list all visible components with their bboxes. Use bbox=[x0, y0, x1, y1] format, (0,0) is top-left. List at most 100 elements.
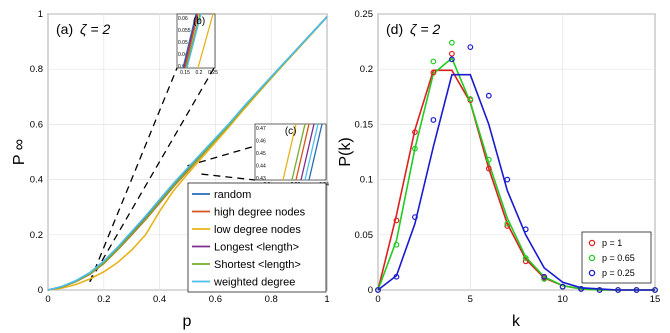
inset-ytick: 0.045 bbox=[178, 52, 191, 58]
chart-a-xlabel: p bbox=[183, 313, 192, 330]
chart-a-series bbox=[47, 16, 328, 291]
chart-d-point-1 bbox=[412, 145, 418, 152]
chart-d-point-2 bbox=[430, 117, 437, 123]
chart-d-legend-label-2: p = 0.25 bbox=[602, 268, 635, 278]
inset-ytick: 0.47 bbox=[256, 126, 266, 132]
chart-a-xtick: 0.8 bbox=[265, 294, 278, 305]
inset-series-line bbox=[300, 123, 315, 181]
chart-a-legend: random high degree nodes low degree nodes L… bbox=[187, 182, 327, 293]
inset-ytick: 0.43 bbox=[256, 176, 266, 182]
inset-xtick: 0.15 bbox=[180, 70, 190, 76]
chart-d-point-1 bbox=[504, 220, 511, 227]
chart-a-xtick: 0 bbox=[45, 294, 50, 305]
chart-d-point-2 bbox=[559, 283, 566, 290]
chart-a-xtick: 1 bbox=[324, 294, 329, 305]
chart-a-ylabel: P ∞ bbox=[11, 139, 28, 165]
chart-d-xtick: 5 bbox=[468, 294, 473, 305]
chart-a-legend-label-5: weighted degree bbox=[213, 277, 295, 289]
chart-a-xtick: 0.2 bbox=[97, 294, 110, 305]
chart-d-point-1 bbox=[448, 39, 455, 46]
chart-a-series-line-5 bbox=[47, 16, 328, 291]
chart-d-point-2 bbox=[412, 214, 418, 221]
chart-a-ytick: 0.4 bbox=[30, 175, 43, 186]
inset-series-line bbox=[282, 123, 297, 181]
chart-d-point-0 bbox=[485, 165, 492, 172]
chart-d-legend: p = 1 p = 0.65 p = 0.25 bbox=[581, 231, 652, 284]
inset-ytick: 0.46 bbox=[256, 139, 266, 145]
chart-d-ytick: 0.25 bbox=[355, 9, 374, 20]
chart-d-point-0 bbox=[430, 69, 437, 76]
chart-a-legend-label-1: high degree nodes bbox=[214, 207, 306, 219]
chart-d-point-2 bbox=[578, 285, 585, 292]
chart-d-legend-marker-2 bbox=[588, 269, 596, 277]
chart-a-legend-label-4: Shortest <length> bbox=[214, 259, 301, 271]
chart-d-ytick: 0 bbox=[368, 285, 373, 296]
chart-a-ytick: 1 bbox=[38, 9, 43, 20]
chart-d-point-2 bbox=[522, 226, 529, 233]
chart-d-point-2 bbox=[504, 176, 511, 183]
inset-series-line bbox=[291, 123, 306, 181]
chart-d-point-2 bbox=[541, 273, 548, 280]
chart-a-ticks: 0 0.2 0.4 0.6 0.8 1 0 0.2 0.4 0.6 0.8 1 bbox=[30, 9, 330, 305]
chart-d-series-line-2 bbox=[377, 73, 655, 291]
chart-d-ytick: 0.15 bbox=[355, 119, 374, 130]
chart-a-panel-label: (a) bbox=[56, 21, 73, 37]
chart-d-point-2 bbox=[448, 56, 455, 63]
chart-a-xtick: 0.4 bbox=[153, 294, 166, 305]
chart-d-point-1 bbox=[430, 58, 437, 65]
chart-d-xtick: 0 bbox=[375, 294, 380, 305]
inset-xtick: 0.2 bbox=[196, 70, 203, 76]
chart-a-ytick: 0 bbox=[38, 285, 43, 296]
chart-d-point-1 bbox=[541, 276, 548, 282]
inset-series-line bbox=[197, 13, 214, 69]
chart-d-point-2 bbox=[467, 44, 474, 51]
inset-label: (c) bbox=[285, 126, 297, 137]
chart-a-legend-box bbox=[187, 182, 327, 293]
chart-a-ytick: 0.6 bbox=[30, 119, 43, 130]
chart-d-point-2 bbox=[375, 287, 381, 293]
inset-series-line bbox=[184, 13, 199, 69]
chart-d-zeta-label: ζ = 2 bbox=[410, 21, 440, 37]
chart-d-point-0 bbox=[522, 258, 529, 265]
chart-a-legend-label-0: random bbox=[214, 189, 251, 201]
inset-series-line bbox=[185, 13, 201, 69]
chart-a-zoom-guides bbox=[89, 67, 256, 283]
chart-a-ytick: 0.8 bbox=[30, 64, 43, 75]
inset-frame bbox=[254, 123, 327, 181]
chart-d-point-2 bbox=[596, 287, 603, 293]
zoom-guide-line bbox=[201, 173, 256, 181]
chart-a: 0 0.2 0.4 0.6 0.8 1 0 0.2 0.4 0.6 0.8 1 (a) ζ = 2 p… bbox=[11, 9, 330, 330]
chart-d-point-2 bbox=[393, 273, 400, 280]
chart-a-legend-label-2: low degree nodes bbox=[214, 224, 301, 236]
zoom-guide-line bbox=[89, 67, 215, 283]
chart-d-legend-marker-0 bbox=[588, 239, 596, 247]
chart-d-point-0 bbox=[504, 223, 511, 229]
chart-d-point-1 bbox=[522, 255, 529, 261]
chart-d-point-0 bbox=[412, 129, 418, 136]
inset-c: 0.50.520.540.470.460.450.440.43(c) bbox=[254, 123, 329, 188]
inset-ytick: 0.45 bbox=[256, 151, 266, 157]
inset-xtick: 0.25 bbox=[208, 70, 218, 76]
chart-d-point-2 bbox=[652, 287, 658, 293]
inset-series-line bbox=[308, 123, 323, 181]
chart-d-legend-label-1: p = 0.65 bbox=[602, 253, 635, 263]
chart-d-ylabel: P(k) bbox=[337, 137, 354, 166]
inset-series-line bbox=[182, 13, 197, 69]
inset-series-line bbox=[304, 123, 319, 181]
chart-d-panel-label: (d) bbox=[386, 21, 403, 37]
inset-label: (b) bbox=[193, 16, 205, 27]
chart-d-xlabel: k bbox=[512, 313, 521, 330]
chart-d-point-2 bbox=[485, 92, 492, 99]
chart-a-zeta-label: ζ = 2 bbox=[80, 21, 110, 37]
chart-d-legend-marker-1 bbox=[588, 254, 596, 262]
chart-a-xtick: 0.6 bbox=[209, 294, 222, 305]
inset-ytick: 0.055 bbox=[178, 28, 191, 34]
chart-d-point-0 bbox=[393, 217, 400, 224]
chart-d-point-2 bbox=[633, 287, 640, 293]
chart-d-ytick: 0.1 bbox=[360, 175, 373, 186]
inset-ytick: 0.05 bbox=[178, 40, 188, 46]
chart-d-xtick: 10 bbox=[557, 294, 568, 305]
chart-d-ytick: 0.05 bbox=[355, 230, 374, 241]
